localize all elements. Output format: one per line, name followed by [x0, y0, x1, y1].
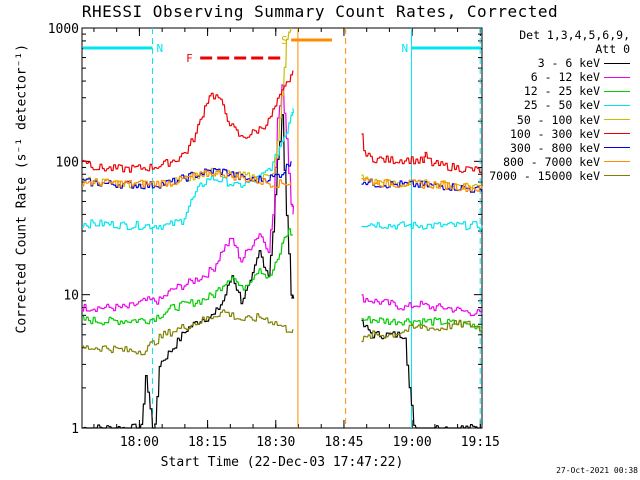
legend-entry: 3 - 6 keV [489, 56, 630, 70]
series-line-after-3-6-kev [361, 319, 482, 429]
y-tick-label: 10 [63, 289, 79, 304]
legend-swatch [604, 161, 630, 163]
legend-entry: 25 - 50 keV [489, 98, 630, 112]
legend-entry: 800 - 7000 keV [489, 155, 630, 169]
y-tick-label: 100 [56, 155, 79, 170]
series-line-after-25-50-kev [361, 221, 483, 231]
legend-entry: 100 - 300 keV [489, 127, 630, 141]
series-line-25-50-kev [82, 108, 295, 231]
legend-swatch [604, 175, 630, 177]
x-tick-label: 18:15 [188, 435, 227, 450]
x-tick-label: 19:15 [461, 435, 500, 450]
legend-entry: 50 - 100 keV [489, 113, 630, 127]
legend-swatch [604, 133, 630, 135]
flag-label: N [156, 42, 163, 55]
x-tick-label: 18:30 [256, 435, 295, 450]
series-line-after-800-7000-kev [361, 177, 483, 192]
legend-swatch [604, 62, 630, 64]
legend-label: 100 - 300 keV [509, 126, 600, 141]
legend-label: 50 - 100 keV [516, 112, 600, 127]
legend-label: 300 - 800 keV [509, 140, 600, 155]
legend-swatch [604, 105, 630, 107]
legend-label: 3 - 6 keV [537, 56, 600, 71]
series-line-100-300-kev [82, 70, 294, 173]
legend-entry: 6 - 12 keV [489, 70, 630, 84]
x-axis-label: Start Time (22-Dec-03 17:47:22) [160, 455, 404, 470]
y-axis-label: Corrected Count Rate (s⁻¹ detector⁻¹) [14, 43, 30, 334]
footer-date: 27-Oct-2021 00:38 [556, 466, 638, 475]
legend-label: 7000 - 15000 keV [489, 168, 600, 183]
legend-label: 6 - 12 keV [530, 70, 600, 85]
x-tick-label: 19:00 [393, 435, 432, 450]
x-tick-label: 18:45 [324, 435, 363, 450]
legend-entry: 300 - 800 keV [489, 141, 630, 155]
legend-entry: 7000 - 15000 keV [489, 169, 630, 183]
legend-swatch [604, 76, 630, 78]
series-line-3-6-kev [82, 114, 295, 429]
legend-label: 12 - 25 keV [523, 84, 600, 99]
series-line-after-7000-15000-kev [361, 319, 483, 343]
flag-label: N [402, 42, 409, 55]
legend-swatch [604, 119, 630, 121]
legend-label: 800 - 7000 keV [503, 154, 600, 169]
legend-label: 25 - 50 keV [523, 98, 600, 113]
chart-title: RHESSI Observing Summary Count Rates, Co… [81, 2, 559, 21]
x-tick-label: 18:00 [120, 435, 159, 450]
flag-label: S [281, 34, 288, 47]
legend-swatch [604, 147, 630, 149]
legend-header-line-1: Det 1,3,4,5,6,9, [519, 28, 630, 42]
y-tick-label: 1000 [48, 22, 79, 37]
series-line-7000-15000-kev [82, 309, 294, 356]
series-line-12-25-kev [82, 228, 293, 326]
legend-header-line-2: Att 0 [595, 42, 630, 57]
legend-swatch [604, 90, 630, 92]
series-line-800-7000-kev [82, 169, 292, 188]
legend: Det 1,3,4,5,6,9, Att 0 3 - 6 keV 6 - 12 k… [489, 28, 630, 183]
y-tick-label: 1 [71, 422, 79, 437]
series-line-after-50-100-kev [361, 174, 483, 190]
series-line-6-12-kev [82, 84, 295, 312]
legend-entry: 12 - 25 keV [489, 84, 630, 98]
flag-label: F [186, 52, 193, 65]
series-line-after-100-300-kev [361, 133, 483, 173]
series-line-after-6-12-kev [361, 294, 483, 317]
